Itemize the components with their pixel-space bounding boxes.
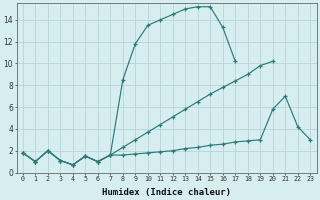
X-axis label: Humidex (Indice chaleur): Humidex (Indice chaleur) xyxy=(102,188,231,197)
